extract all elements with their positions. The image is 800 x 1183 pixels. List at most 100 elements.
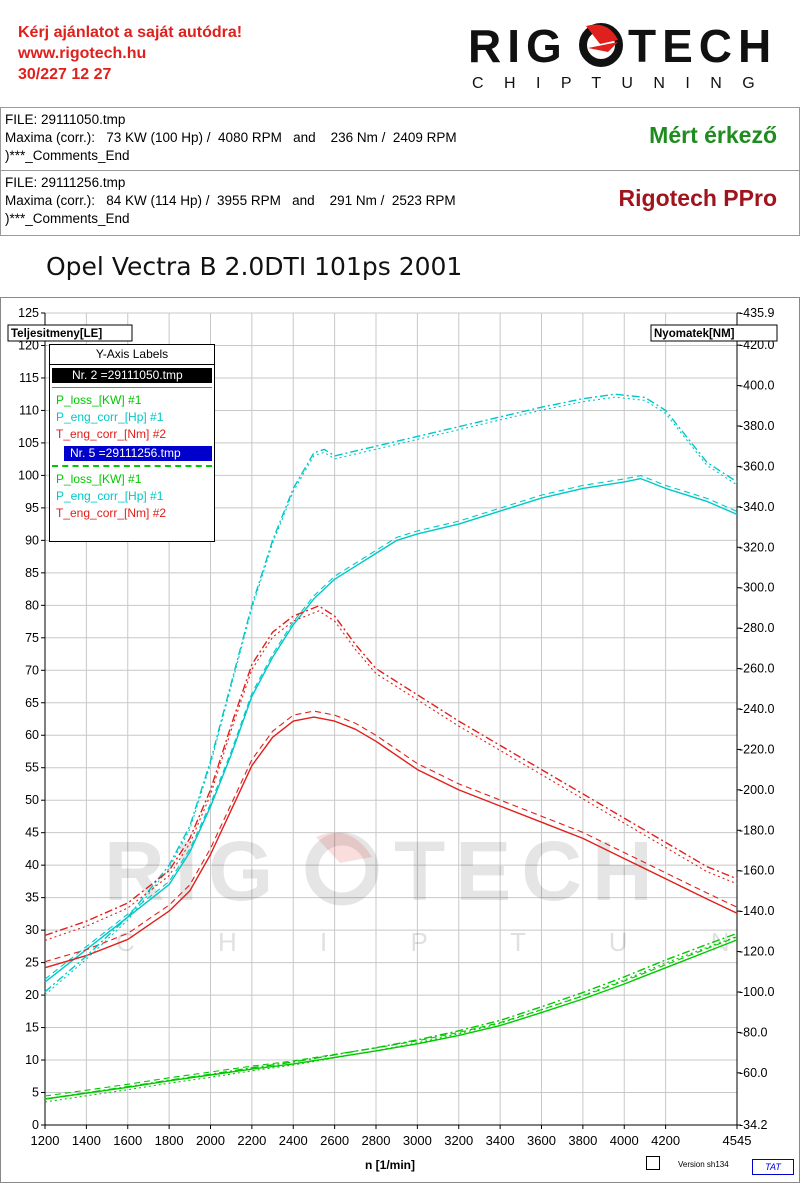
file-tag: Mért érkező: [649, 122, 777, 148]
tick-label-right: -260.0: [739, 662, 774, 676]
tick-label-bottom: 2000: [196, 1133, 225, 1148]
tick-label-right: -240.0: [739, 702, 774, 716]
tick-label-right: -180.0: [739, 823, 774, 837]
tick-label-right: -60.0: [739, 1066, 768, 1080]
tick-label-right: -200.0: [739, 783, 774, 797]
file-name: FILE: 29111050.tmp: [5, 112, 126, 127]
tick-label-bottom: 3200: [444, 1133, 473, 1148]
tick-label-right: -34.2: [739, 1118, 768, 1132]
tick-label-right: -380.0: [739, 419, 774, 433]
legend-item: P_eng_corr_[Hp] #1: [56, 489, 164, 503]
right-axis-label-box: [650, 324, 778, 342]
tat-button[interactable]: TAT: [752, 1159, 794, 1175]
tick-label-bottom: 3800: [568, 1133, 597, 1148]
legend-group-1-label[interactable]: Nr. 2 =29111050.tmp: [52, 368, 212, 383]
tick-label-bottom: 3600: [527, 1133, 556, 1148]
tick-label-left: 90: [25, 533, 39, 547]
tick-label-left: 35: [25, 891, 39, 905]
tick-label-bottom: 2200: [237, 1133, 266, 1148]
legend-group-2-label[interactable]: Nr. 5 =29111256.tmp: [64, 446, 212, 461]
file-comments: )***_Comments_End: [5, 211, 130, 226]
left-axis-label: Teljesitmeny[LE]: [11, 328, 102, 340]
tick-label-left: 95: [25, 501, 39, 515]
legend-separator: [52, 387, 212, 388]
tick-label-bottom: 2600: [320, 1133, 349, 1148]
tick-label-left: 55: [25, 761, 39, 775]
legend-item: T_eng_corr_[Nm] #2: [56, 427, 167, 441]
tick-label-bottom: 4545: [723, 1133, 752, 1148]
series-line-secondary: [44, 610, 738, 941]
tick-label-right: -300.0: [739, 581, 774, 595]
series-line: [44, 716, 738, 969]
tick-label-left: 0: [32, 1118, 39, 1132]
file-comments: )***_Comments_End: [5, 148, 130, 163]
version-checkbox[interactable]: [646, 1156, 660, 1170]
tick-label-right: -280.0: [739, 621, 774, 635]
series-line-secondary: [44, 475, 738, 980]
tick-label-left: 115: [19, 371, 39, 385]
tick-label-left: 100: [18, 468, 39, 482]
tick-label-left: 110: [19, 403, 39, 417]
tick-label-bottom: 4200: [651, 1133, 680, 1148]
tick-label-right: -320.0: [739, 540, 774, 554]
legend-item: P_loss_[KW] #1: [56, 393, 142, 407]
tick-label-right: -420.0: [739, 338, 774, 352]
series-line: [44, 477, 738, 983]
x-axis-label: n [1/min]: [365, 1158, 415, 1172]
watermark-bird-icon: [305, 832, 379, 906]
tick-label-bottom: 1200: [31, 1133, 60, 1148]
tick-label-left: 60: [25, 728, 39, 742]
tick-label-left: 25: [25, 956, 39, 970]
tick-label-left: 30: [25, 923, 39, 937]
tick-label-left: 5: [32, 1086, 39, 1100]
tick-label-left: 125: [18, 306, 39, 320]
tick-label-left: 50: [25, 793, 39, 807]
tick-label-left: 85: [25, 566, 39, 580]
left-axis-label-box: [7, 324, 133, 342]
tick-label-bottom: 3000: [403, 1133, 432, 1148]
tick-label-bottom: 1400: [72, 1133, 101, 1148]
page-title: Opel Vectra B 2.0DTI 101ps 2001: [46, 252, 463, 281]
promo-website[interactable]: www.rigotech.hu: [18, 45, 147, 62]
tick-label-left: 80: [25, 598, 39, 612]
tick-label-right: -100.0: [739, 985, 774, 999]
file-info-box-2: FILE: 29111256.tmp Maxima (corr.): 84 KW…: [0, 170, 800, 236]
logo-bird-icon: [579, 23, 623, 67]
file-info-box-1: FILE: 29111050.tmp Maxima (corr.): 73 KW…: [0, 107, 800, 173]
tick-label-bottom: 3400: [486, 1133, 515, 1148]
legend-item: P_eng_corr_[Hp] #1: [56, 410, 164, 424]
file-name: FILE: 29111256.tmp: [5, 175, 126, 190]
series-line-secondary: [44, 935, 738, 1103]
tick-label-left: 20: [25, 988, 39, 1002]
legend-item: T_eng_corr_[Nm] #2: [56, 506, 167, 520]
tick-label-bottom: 1800: [155, 1133, 184, 1148]
right-axis-label: Nyomatek[NM]: [654, 328, 735, 340]
tick-label-bottom: 1600: [113, 1133, 142, 1148]
rigotech-logo: RIG TECH C H I P T U N I N G: [468, 20, 771, 92]
tick-label-right: -80.0: [739, 1025, 768, 1039]
logo-text-rig: RIG: [468, 20, 568, 72]
tick-label-left: 45: [25, 826, 39, 840]
tick-label-bottom: 2800: [362, 1133, 391, 1148]
tick-label-left: 75: [25, 631, 39, 645]
file-maxima: Maxima (corr.): 84 KW (114 Hp) / 3955 RP…: [5, 193, 456, 208]
tick-label-bottom: 2400: [279, 1133, 308, 1148]
tick-label-right: -160.0: [739, 864, 774, 878]
series-line: [44, 932, 738, 1100]
tick-label-left: 15: [25, 1021, 39, 1035]
tick-label-right: -140.0: [739, 904, 774, 918]
tick-label-right: -435.9: [739, 306, 774, 320]
legend-separator: [52, 465, 212, 467]
chart-legend[interactable]: Y-Axis Labels Nr. 2 =29111050.tmp P_loss…: [49, 344, 215, 542]
tick-label-right: -340.0: [739, 500, 774, 514]
tick-label-left: 10: [25, 1053, 39, 1067]
version-label: Version sh134: [678, 1160, 729, 1169]
file-maxima: Maxima (corr.): 73 KW (100 Hp) / 4080 RP…: [5, 130, 457, 145]
tick-label-right: -120.0: [739, 945, 774, 959]
promo-text: Kérj ajánlatot a saját autódra! www.rigo…: [18, 22, 242, 85]
tick-label-right: -220.0: [739, 742, 774, 756]
legend-header: Y-Axis Labels: [50, 345, 214, 365]
series-line: [44, 605, 738, 937]
tick-label-left: 40: [25, 858, 39, 872]
